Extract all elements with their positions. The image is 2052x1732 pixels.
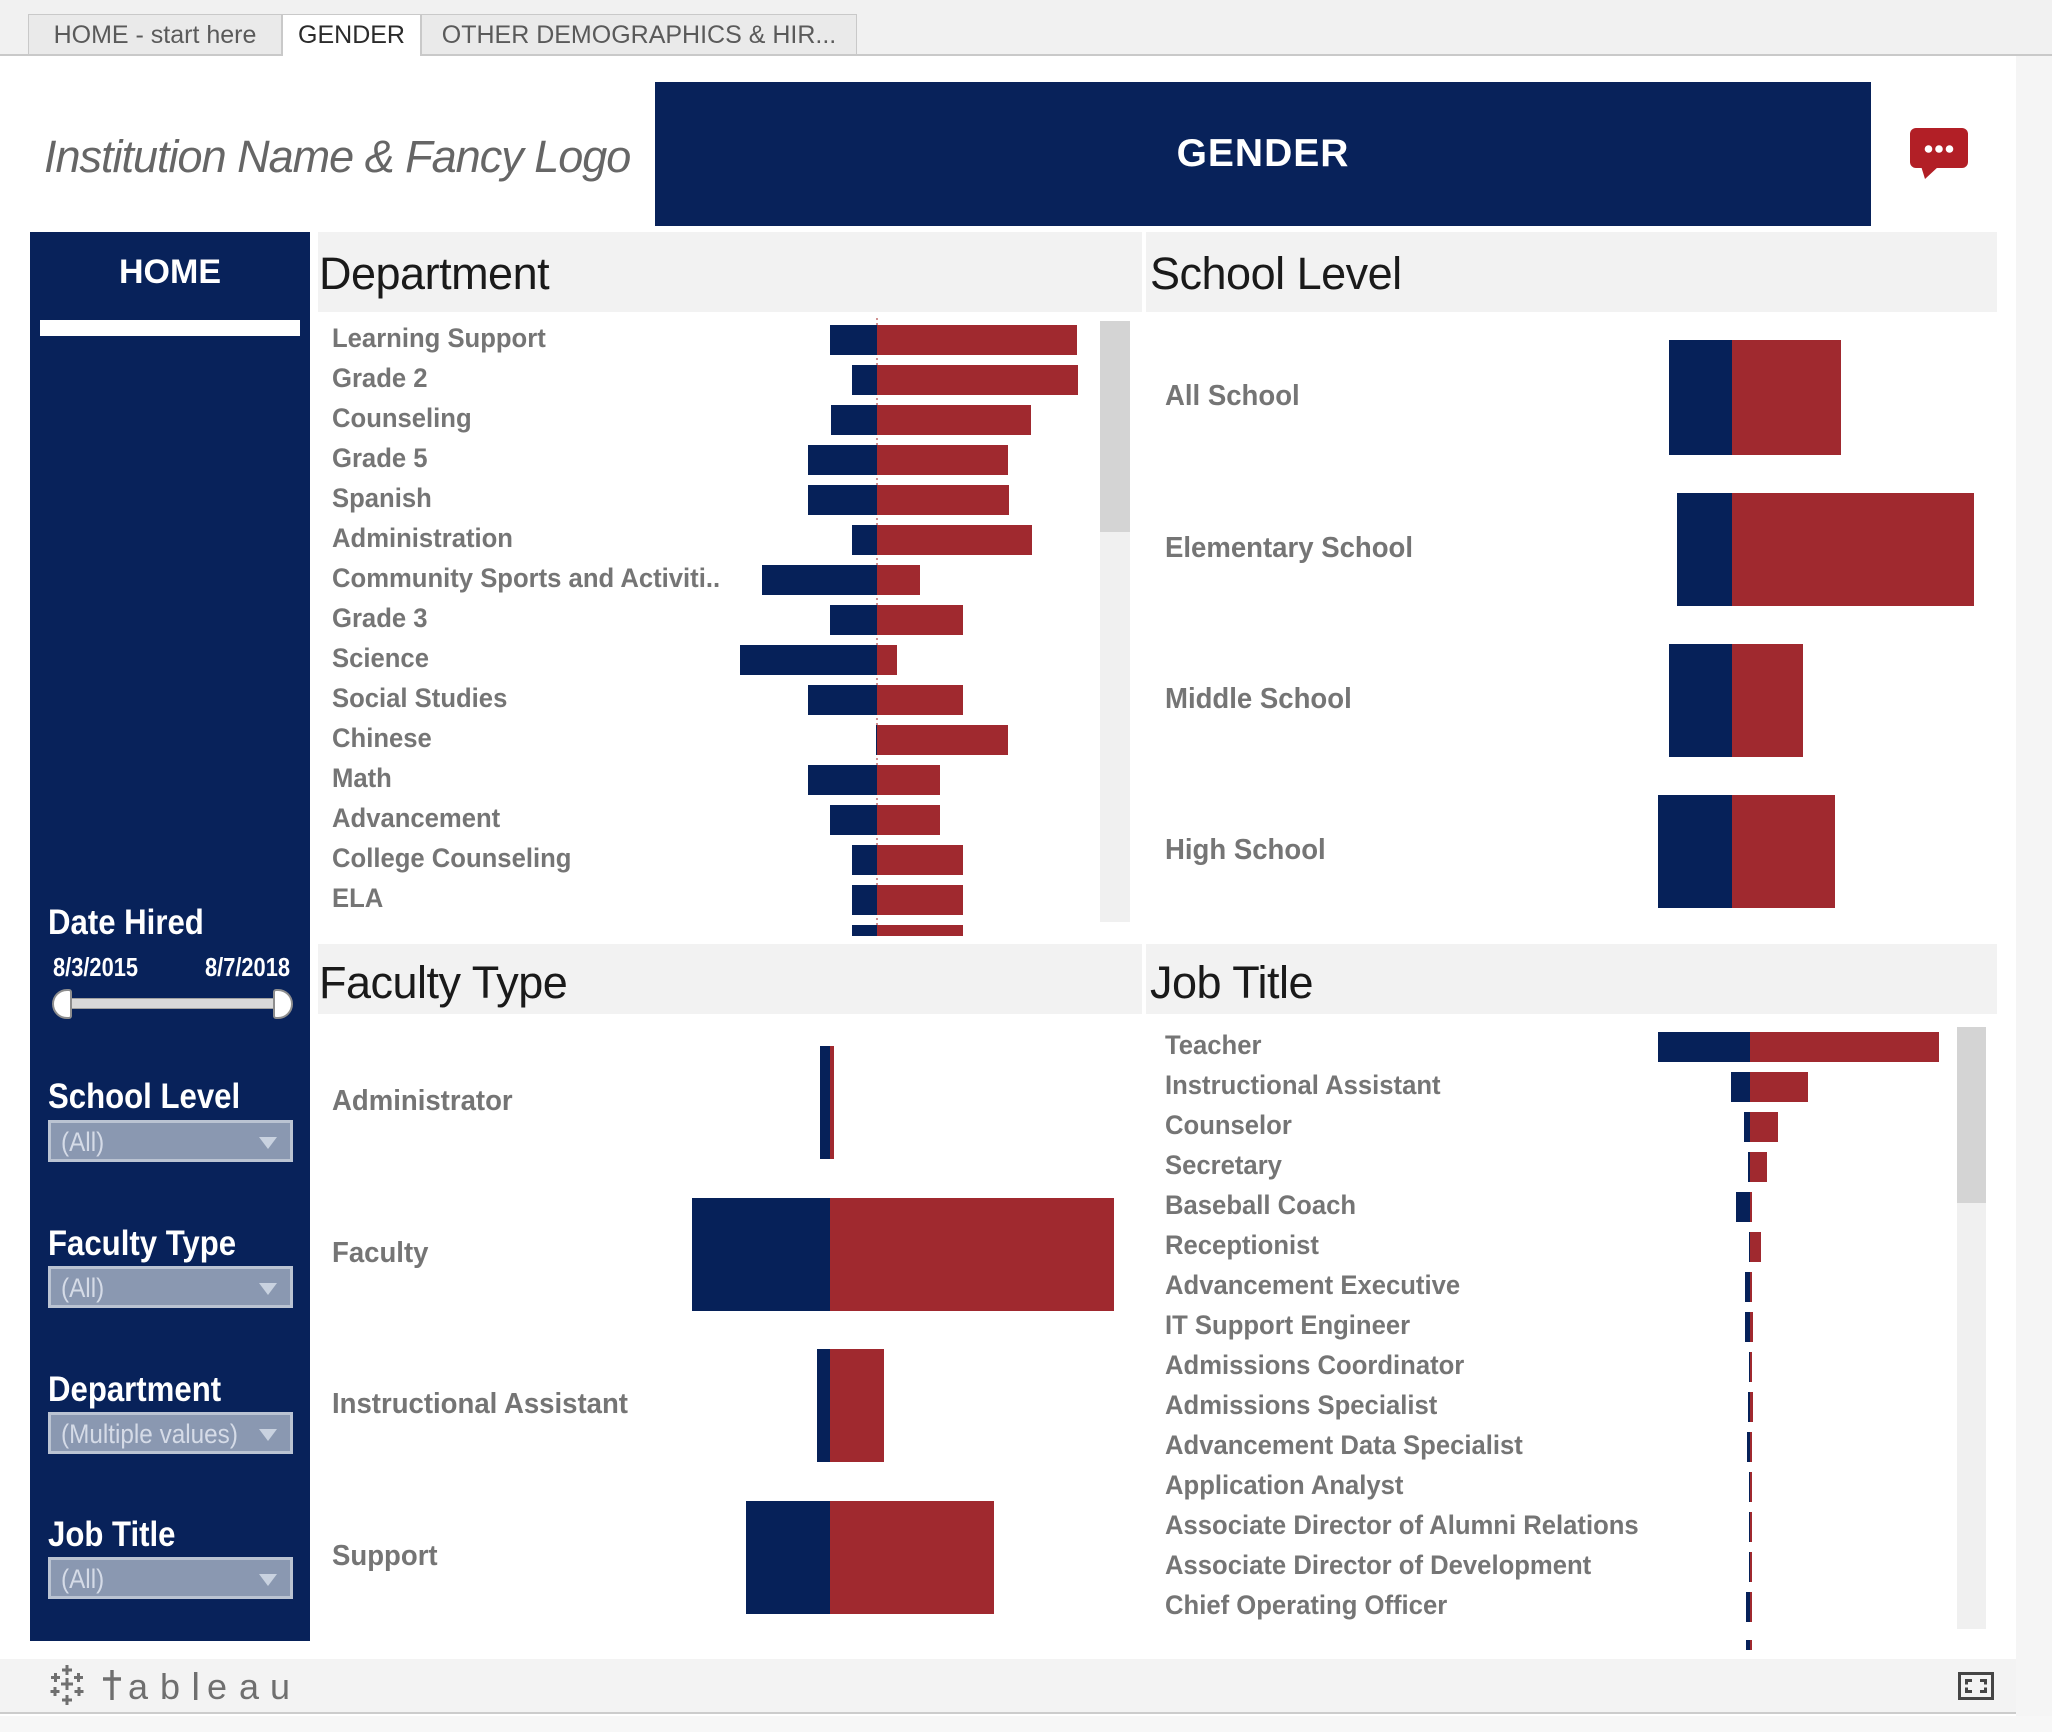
svg-text:a: a [239,1666,260,1707]
svg-text:a: a [128,1666,149,1707]
svg-text:u: u [270,1666,290,1707]
svg-text:e: e [207,1666,227,1707]
svg-text:b: b [160,1666,180,1707]
